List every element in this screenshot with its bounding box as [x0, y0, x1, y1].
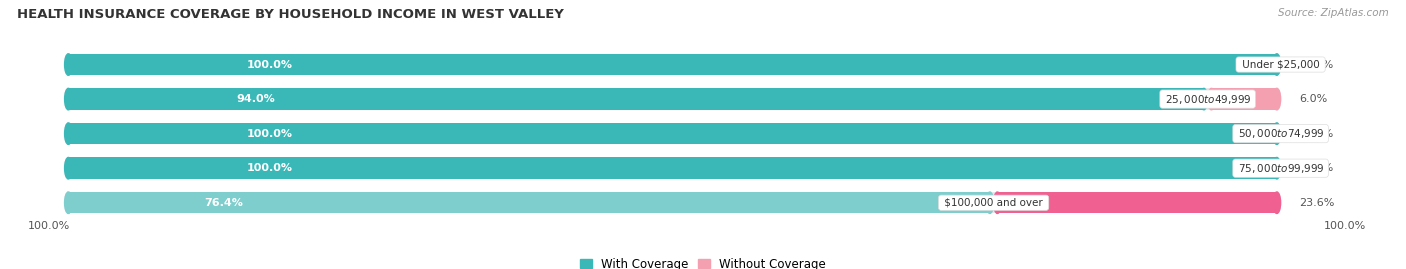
Circle shape	[65, 157, 72, 179]
Circle shape	[65, 157, 72, 179]
Text: 0.0%: 0.0%	[1305, 59, 1333, 69]
Text: $25,000 to $49,999: $25,000 to $49,999	[1163, 93, 1253, 106]
Text: Source: ZipAtlas.com: Source: ZipAtlas.com	[1278, 8, 1389, 18]
FancyBboxPatch shape	[69, 54, 1277, 75]
Circle shape	[1272, 89, 1281, 110]
Legend: With Coverage, Without Coverage: With Coverage, Without Coverage	[575, 253, 831, 269]
Text: HEALTH INSURANCE COVERAGE BY HOUSEHOLD INCOME IN WEST VALLEY: HEALTH INSURANCE COVERAGE BY HOUSEHOLD I…	[17, 8, 564, 21]
Circle shape	[65, 192, 72, 213]
FancyBboxPatch shape	[69, 192, 990, 213]
FancyBboxPatch shape	[69, 123, 1277, 144]
Circle shape	[986, 192, 994, 213]
Text: 94.0%: 94.0%	[236, 94, 274, 104]
FancyBboxPatch shape	[69, 157, 1277, 179]
Circle shape	[65, 89, 72, 110]
Circle shape	[1272, 123, 1281, 144]
Circle shape	[65, 192, 72, 213]
FancyBboxPatch shape	[69, 192, 1277, 213]
Text: 76.4%: 76.4%	[204, 198, 243, 208]
Circle shape	[1272, 192, 1281, 213]
FancyBboxPatch shape	[69, 157, 1277, 179]
Circle shape	[1272, 89, 1281, 110]
Circle shape	[1208, 89, 1215, 110]
Text: $100,000 and over: $100,000 and over	[941, 198, 1046, 208]
Text: 100.0%: 100.0%	[247, 163, 292, 173]
Circle shape	[1272, 123, 1281, 144]
Circle shape	[1272, 54, 1281, 75]
Text: 100.0%: 100.0%	[28, 221, 70, 231]
FancyBboxPatch shape	[69, 89, 1204, 110]
FancyBboxPatch shape	[69, 54, 1277, 75]
FancyBboxPatch shape	[69, 123, 1277, 144]
Circle shape	[1272, 157, 1281, 179]
FancyBboxPatch shape	[997, 192, 1277, 213]
Circle shape	[65, 123, 72, 144]
Text: 6.0%: 6.0%	[1299, 94, 1327, 104]
Circle shape	[65, 123, 72, 144]
Circle shape	[1272, 192, 1281, 213]
Text: 23.6%: 23.6%	[1299, 198, 1334, 208]
Text: 100.0%: 100.0%	[247, 129, 292, 139]
Text: $50,000 to $74,999: $50,000 to $74,999	[1236, 127, 1326, 140]
FancyBboxPatch shape	[69, 89, 1277, 110]
Circle shape	[65, 54, 72, 75]
Text: 0.0%: 0.0%	[1305, 129, 1333, 139]
Circle shape	[1201, 89, 1208, 110]
Text: $75,000 to $99,999: $75,000 to $99,999	[1236, 162, 1326, 175]
FancyBboxPatch shape	[1212, 89, 1277, 110]
Circle shape	[65, 54, 72, 75]
Text: 100.0%: 100.0%	[1323, 221, 1365, 231]
Text: 0.0%: 0.0%	[1305, 163, 1333, 173]
Circle shape	[65, 89, 72, 110]
Circle shape	[1272, 54, 1281, 75]
Circle shape	[1272, 157, 1281, 179]
Circle shape	[994, 192, 1001, 213]
Text: Under $25,000: Under $25,000	[1239, 59, 1323, 69]
Text: 100.0%: 100.0%	[247, 59, 292, 69]
